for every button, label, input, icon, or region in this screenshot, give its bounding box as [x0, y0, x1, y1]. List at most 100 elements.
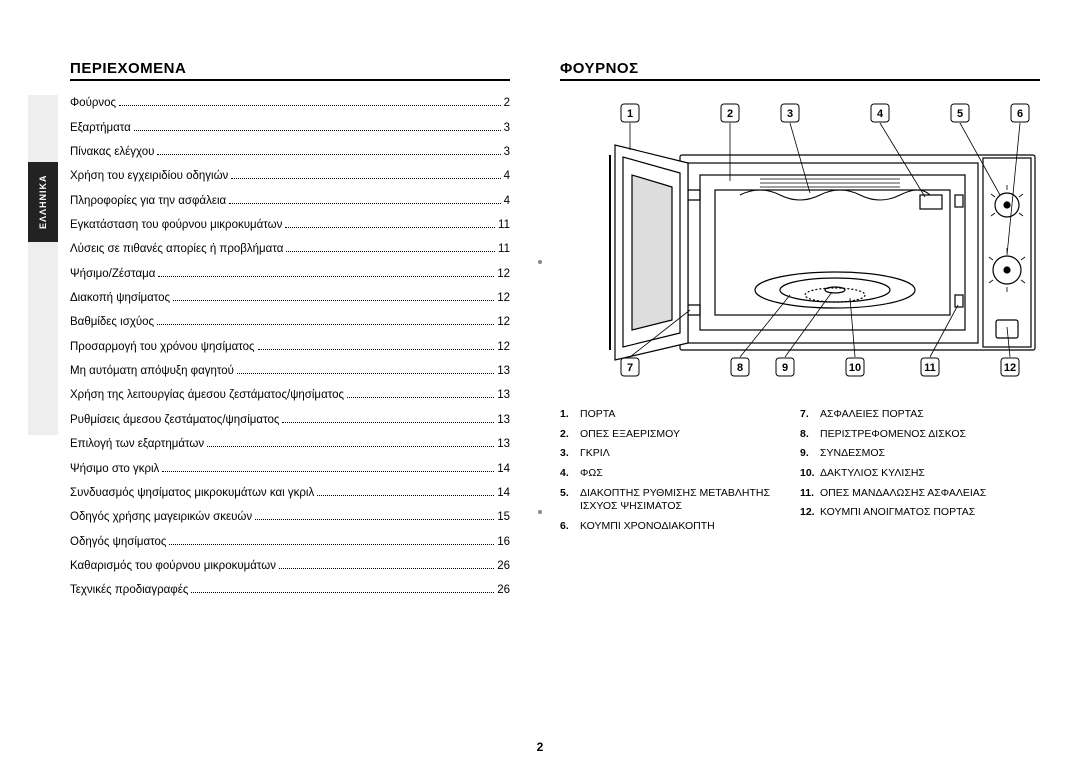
- toc-label: Εγκατάσταση του φούρνου μικροκυμάτων: [70, 219, 282, 231]
- toc-label: Τεχνικές προδιαγραφές: [70, 584, 188, 596]
- legend-text: ΑΣΦΑΛΕΙΕΣ ΠΟΡΤΑΣ: [820, 408, 924, 422]
- toc-row: Ψήσιμο/Ζέσταμα12: [70, 265, 510, 279]
- toc-row: Συνδυασμός ψησίματος μικροκυμάτων και γκ…: [70, 485, 510, 499]
- toc-page: 12: [497, 268, 510, 280]
- legend-left: 1.ΠΟΡΤΑ2.ΟΠΕΣ ΕΞΑΕΡΙΣΜΟΥ3.ΓΚΡΙΛ4.ΦΩΣ5.ΔΙ…: [560, 408, 800, 539]
- toc-page: 4: [504, 170, 510, 182]
- toc-dots: [134, 119, 501, 130]
- toc-page: 11: [498, 243, 510, 255]
- legend-text: ΣΥΝΔΕΣΜΟΣ: [820, 447, 885, 461]
- svg-text:1: 1: [627, 108, 633, 120]
- toc-page: 13: [497, 389, 510, 401]
- toc-dots: [317, 485, 494, 496]
- fold-marks: [540, 60, 541, 740]
- legend-num: 11.: [800, 487, 820, 501]
- toc-page: 2: [504, 97, 510, 109]
- toc-dots: [157, 314, 494, 325]
- legend-item: 6.ΚΟΥΜΠΙ ΧΡΟΝΟΔΙΑΚΟΠΤΗ: [560, 520, 800, 534]
- toc-row: Φούρνος 2: [70, 95, 510, 109]
- toc-page: 26: [497, 560, 510, 572]
- toc-row: Προσαρμογή του χρόνου ψησίματος 12: [70, 338, 510, 352]
- toc-label: Οδηγός ψησίματος: [70, 536, 166, 548]
- toc-page: 26: [497, 584, 510, 596]
- toc-page: 13: [497, 438, 510, 450]
- legend-text: ΟΠΕΣ ΜΑΝΔΑΛΩΣΗΣ ΑΣΦΑΛΕΙΑΣ: [820, 487, 986, 501]
- toc-dots: [229, 192, 500, 203]
- toc-label: Πίνακας ελέγχου: [70, 146, 154, 158]
- toc-page: 3: [504, 122, 510, 134]
- contents-heading: ΠΕΡΙΕΧΟΜΕΝΑ: [70, 60, 510, 81]
- toc-row: Χρήση του εγχειριδίου οδηγιών 4: [70, 168, 510, 182]
- toc-dots: [237, 363, 494, 374]
- toc-dots: [285, 217, 495, 228]
- toc-row: Τεχνικές προδιαγραφές 26: [70, 582, 510, 596]
- legend-text: ΚΟΥΜΠΙ ΑΝΟΙΓΜΑΤΟΣ ΠΟΡΤΑΣ: [820, 506, 975, 520]
- side-tab-label: ΕΛΛΗΝΙΚΑ: [28, 162, 58, 242]
- svg-text:10: 10: [849, 362, 861, 374]
- toc-page: 14: [497, 463, 510, 475]
- toc-dots: [191, 582, 494, 593]
- toc-dots: [162, 460, 494, 471]
- oven-diagram: 123456 789101112: [560, 95, 1040, 385]
- toc-row: Εγκατάσταση του φούρνου μικροκυμάτων 11: [70, 217, 510, 231]
- legend-item: 8.ΠΕΡΙΣΤΡΕΦΟΜΕΝΟΣ ΔΙΣΚΟΣ: [800, 428, 1040, 442]
- toc-label: Διακοπή ψησίματος: [70, 292, 170, 304]
- toc-page: 12: [497, 341, 510, 353]
- legend-item: 7.ΑΣΦΑΛΕΙΕΣ ΠΟΡΤΑΣ: [800, 408, 1040, 422]
- toc-dots: [282, 411, 494, 422]
- toc-label: Ψήσιμο στο γκριλ: [70, 463, 159, 475]
- svg-text:8: 8: [737, 362, 743, 374]
- legend-text: ΓΚΡΙΛ: [580, 447, 610, 461]
- legend-num: 1.: [560, 408, 580, 422]
- toc-page: 4: [504, 195, 510, 207]
- manual-page: ΕΛΛΗΝΙΚΑ ΠΕΡΙΕΧΟΜΕΝΑ Φούρνος 2 Εξαρτήματα 3…: [0, 0, 1080, 782]
- svg-text:5: 5: [957, 108, 963, 120]
- legend-item: 3.ΓΚΡΙΛ: [560, 447, 800, 461]
- toc-page: 13: [497, 365, 510, 377]
- legend-text: ΟΠΕΣ ΕΞΑΕΡΙΣΜΟΥ: [580, 428, 680, 442]
- svg-text:12: 12: [1004, 362, 1016, 374]
- legend-text: ΔΙΑΚΟΠΤΗΣ ΡΥΘΜΙΣΗΣ ΜΕΤΑΒΛΗΤΗΣ ΙΣΧΥΟΣ ΨΗΣ…: [580, 487, 800, 514]
- toc-row: Ρυθμίσεις άμεσου ζεστάματος/ψησίματος13: [70, 411, 510, 425]
- legend-num: 9.: [800, 447, 820, 461]
- toc-label: Λύσεις σε πιθανές απορίες ή προβλήματα: [70, 243, 283, 255]
- toc-label: Προσαρμογή του χρόνου ψησίματος: [70, 341, 255, 353]
- legend-item: 11.ΟΠΕΣ ΜΑΝΔΑΛΩΣΗΣ ΑΣΦΑΛΕΙΑΣ: [800, 487, 1040, 501]
- toc-dots: [157, 144, 500, 155]
- svg-text:2: 2: [727, 108, 733, 120]
- toc-page: 12: [497, 316, 510, 328]
- toc-page: 15: [497, 511, 510, 523]
- toc-row: Πίνακας ελέγχου 3: [70, 144, 510, 158]
- toc-label: Εξαρτήματα: [70, 122, 131, 134]
- toc-dots: [258, 338, 495, 349]
- toc-page: 16: [497, 536, 510, 548]
- legend-num: 8.: [800, 428, 820, 442]
- svg-text:11: 11: [924, 362, 936, 374]
- toc-row: Χρήση της λειτουργίας άμεσου ζεστάματος/…: [70, 387, 510, 401]
- legend-num: 12.: [800, 506, 820, 520]
- legend-text: ΠΟΡΤΑ: [580, 408, 615, 422]
- toc-dots: [347, 387, 494, 398]
- toc-label: Πληροφορίες για την ασφάλεια: [70, 195, 226, 207]
- toc-page: 11: [498, 219, 510, 231]
- contents-column: ΠΕΡΙΕΧΟΜΕΝΑ Φούρνος2Εξαρτήματα3Πίνακας ε…: [70, 60, 540, 752]
- page-number: 2: [0, 740, 1080, 754]
- legend-item: 4.ΦΩΣ: [560, 467, 800, 481]
- toc-label: Επιλογή των εξαρτημάτων: [70, 438, 204, 450]
- legend-text: ΠΕΡΙΣΤΡΕΦΟΜΕΝΟΣ ΔΙΣΚΟΣ: [820, 428, 966, 442]
- toc-dots: [158, 265, 494, 276]
- toc-row: Επιλογή των εξαρτημάτων 13: [70, 436, 510, 450]
- legend-text: ΦΩΣ: [580, 467, 603, 481]
- toc-label: Χρήση του εγχειριδίου οδηγιών: [70, 170, 228, 182]
- toc-dots: [279, 558, 494, 569]
- oven-column: ΦΟΥΡΝΟΣ 123456 789101112: [540, 60, 1040, 752]
- svg-text:3: 3: [787, 108, 793, 120]
- toc-dots: [231, 168, 500, 179]
- toc-label: Ρυθμίσεις άμεσου ζεστάματος/ψησίματος: [70, 414, 279, 426]
- svg-text:6: 6: [1017, 108, 1023, 120]
- toc-label: Συνδυασμός ψησίματος μικροκυμάτων και γκ…: [70, 487, 314, 499]
- legend: 1.ΠΟΡΤΑ2.ΟΠΕΣ ΕΞΑΕΡΙΣΜΟΥ3.ΓΚΡΙΛ4.ΦΩΣ5.ΔΙ…: [560, 408, 1040, 539]
- toc-row: Λύσεις σε πιθανές απορίες ή προβλήματα 11: [70, 241, 510, 255]
- toc-page: 3: [504, 146, 510, 158]
- toc-label: Φούρνος: [70, 97, 116, 109]
